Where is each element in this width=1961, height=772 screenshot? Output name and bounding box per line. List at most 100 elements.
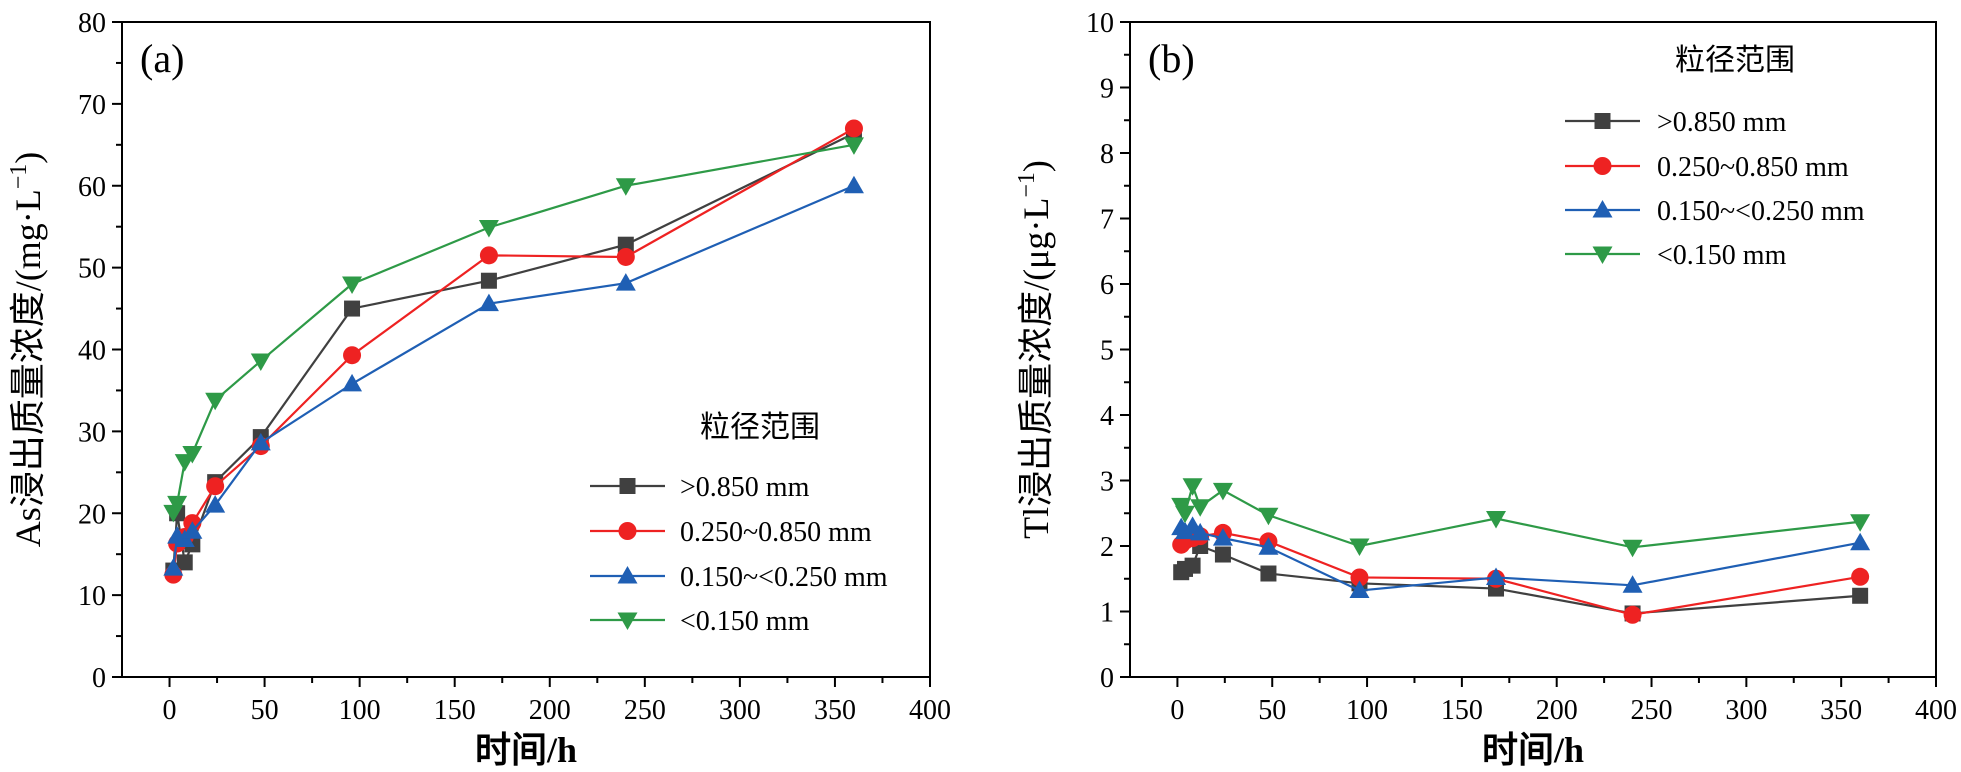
- legend-marker: [1593, 157, 1612, 175]
- legend-marker: [617, 566, 638, 584]
- data-point: [167, 495, 188, 514]
- y-tick-label: 60: [78, 172, 106, 203]
- y-tick-label: 80: [78, 8, 106, 39]
- data-point: [1349, 580, 1370, 599]
- y-tick-label: 4: [1100, 401, 1114, 432]
- y-tick-label: 10: [78, 581, 106, 612]
- data-point: [843, 175, 864, 194]
- series-line: [1180, 531, 1861, 616]
- data-point: [1214, 546, 1231, 563]
- legend: 粒径范围 >0.850 mm 0.250~0.850 mm 0.150~<0.250 …: [590, 411, 888, 637]
- data-point: [1486, 567, 1507, 585]
- data-point: [1212, 528, 1233, 546]
- y-tick-label: 50: [78, 254, 106, 285]
- data-point: [182, 521, 203, 539]
- data-point: [205, 495, 226, 513]
- data-point: [1258, 507, 1279, 526]
- data-point: [1350, 568, 1369, 587]
- legend-marker: [1592, 246, 1613, 264]
- data-point: [1182, 478, 1203, 496]
- y-tick-label: 6: [1100, 270, 1114, 301]
- data-point: [182, 445, 203, 464]
- data-point: [176, 554, 193, 571]
- legend-title: 粒径范围: [700, 411, 820, 444]
- y-tick-label: 7: [1100, 205, 1114, 236]
- legend-entry: 0.250~0.850 mm: [680, 517, 872, 548]
- series-line: [172, 127, 855, 575]
- x-tick-label: 250: [1631, 695, 1673, 726]
- data-point: [844, 119, 863, 138]
- x-tick-label: 300: [719, 695, 761, 726]
- y-tick-label: 40: [78, 336, 106, 367]
- y-tick-label: 0: [1100, 663, 1114, 694]
- data-point: [478, 220, 499, 238]
- chart-panel-b: 0 50 100 150 200 250 300 350 400 0 1 2 3 4 5 6 7 8 9 10 (b) 时…: [1014, 8, 1957, 770]
- series-2: [1171, 516, 1871, 599]
- series-3: [1171, 478, 1871, 558]
- data-point: [250, 353, 271, 371]
- data-point: [163, 558, 184, 576]
- series-line: [172, 184, 855, 569]
- data-point: [206, 477, 225, 496]
- data-point: [342, 276, 363, 294]
- data-point: [1851, 567, 1870, 586]
- data-point: [1852, 587, 1869, 604]
- data-point: [1212, 482, 1233, 501]
- y-tick-label: 0: [92, 663, 106, 694]
- data-point: [343, 346, 362, 365]
- data-point: [615, 273, 636, 291]
- legend-entry: 0.250~0.850 mm: [1657, 152, 1849, 183]
- series-line: [172, 143, 855, 513]
- data-point: [1190, 499, 1211, 517]
- y-tick-label: 8: [1100, 139, 1114, 170]
- data-point: [478, 293, 499, 312]
- data-point: [1184, 557, 1201, 574]
- data-point: [250, 432, 271, 451]
- legend-marker: [617, 612, 638, 630]
- data-point: [1622, 539, 1643, 558]
- y-tick-label: 5: [1100, 336, 1114, 367]
- data-point: [1622, 575, 1643, 593]
- data-point: [1850, 514, 1871, 532]
- x-axis-label: 时间/h: [475, 730, 577, 770]
- x-tick-label: 200: [529, 695, 571, 726]
- x-tick-label: 50: [1258, 695, 1286, 726]
- x-tick-label: 400: [1915, 695, 1957, 726]
- legend-marker: [618, 522, 637, 540]
- data-point: [1486, 510, 1507, 529]
- x-axis-label: 时间/h: [1482, 730, 1584, 770]
- legend-marker: [1592, 200, 1613, 218]
- y-axis-label: Tl浸出质量浓度/(μg·L−1): [1014, 160, 1056, 539]
- legend-entry: >0.850 mm: [680, 472, 810, 503]
- data-point: [843, 137, 864, 155]
- x-tick-label: 0: [1170, 695, 1184, 726]
- series-line: [1180, 524, 1861, 592]
- series-2: [163, 175, 864, 576]
- y-tick-label: 30: [78, 417, 106, 448]
- x-tick-label: 350: [1820, 695, 1862, 726]
- y-tick-label: 70: [78, 90, 106, 121]
- panel-label: (a): [140, 36, 184, 81]
- y-axis-label: As浸出质量浓度/(mg·L−1): [6, 152, 48, 548]
- series-3: [163, 137, 864, 523]
- x-tick-label: 400: [909, 695, 951, 726]
- data-point: [480, 272, 497, 289]
- series-line: [1180, 482, 1861, 549]
- y-tick-label: 2: [1100, 532, 1114, 563]
- legend-entry: 0.150~<0.250 mm: [680, 562, 888, 593]
- legend-entry: <0.150 mm: [680, 606, 810, 637]
- legend-marker: [619, 478, 636, 494]
- x-tick-label: 150: [434, 695, 476, 726]
- x-tick-label: 250: [624, 695, 666, 726]
- x-tick-label: 50: [251, 695, 279, 726]
- legend-entry: >0.850 mm: [1657, 107, 1787, 138]
- x-tick-label: 350: [814, 695, 856, 726]
- data-point: [1349, 538, 1370, 556]
- data-point: [205, 392, 226, 411]
- y-tick-label: 1: [1100, 598, 1114, 629]
- data-point: [615, 178, 636, 196]
- x-tick-label: 100: [339, 695, 381, 726]
- series-line: [172, 132, 855, 571]
- y-tick-label: 20: [78, 499, 106, 530]
